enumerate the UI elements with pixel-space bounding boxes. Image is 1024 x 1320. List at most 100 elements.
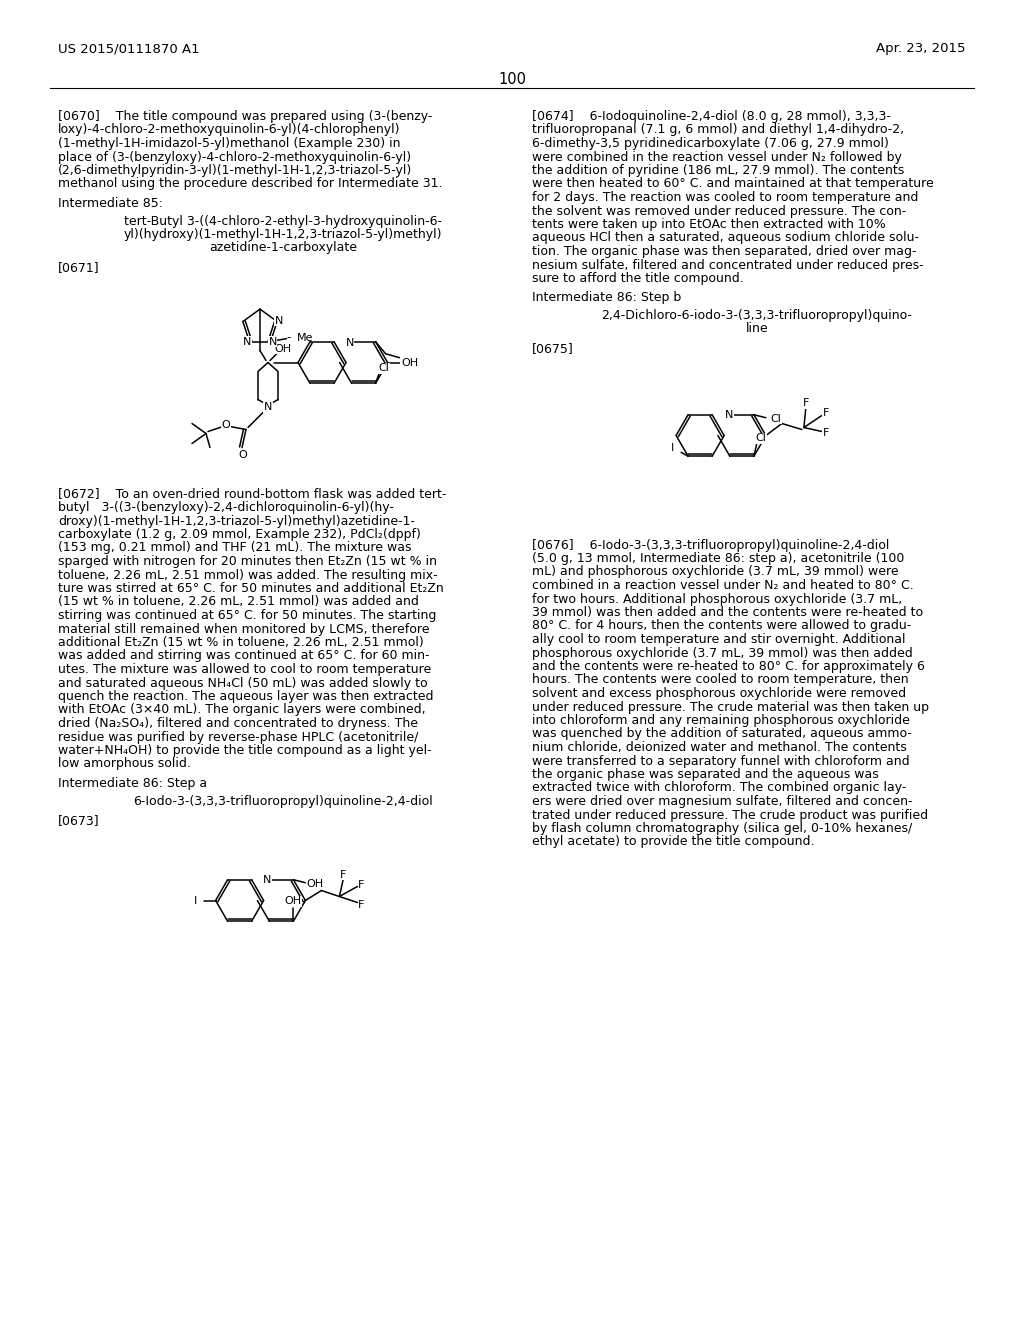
Text: F: F <box>803 399 809 408</box>
Text: yl)(hydroxy)(1-methyl-1H-1,2,3-triazol-5-yl)methyl): yl)(hydroxy)(1-methyl-1H-1,2,3-triazol-5… <box>124 228 442 242</box>
Text: low amorphous solid.: low amorphous solid. <box>58 758 190 771</box>
Text: [0675]: [0675] <box>532 342 573 355</box>
Text: Cl: Cl <box>770 413 781 424</box>
Text: O: O <box>221 421 230 430</box>
Text: the organic phase was separated and the aqueous was: the organic phase was separated and the … <box>532 768 879 781</box>
Text: butyl   3-((3-(benzyloxy)-2,4-dichloroquinolin-6-yl)(hy-: butyl 3-((3-(benzyloxy)-2,4-dichloroquin… <box>58 502 394 513</box>
Text: tents were taken up into EtOAc then extracted with 10%: tents were taken up into EtOAc then extr… <box>532 218 886 231</box>
Text: tion. The organic phase was then separated, dried over mag-: tion. The organic phase was then separat… <box>532 246 916 257</box>
Text: Intermediate 86: Step a: Intermediate 86: Step a <box>58 777 207 789</box>
Text: nesium sulfate, filtered and concentrated under reduced pres-: nesium sulfate, filtered and concentrate… <box>532 259 924 272</box>
Text: water+NH₄OH) to provide the title compound as a light yel-: water+NH₄OH) to provide the title compou… <box>58 744 432 756</box>
Text: I: I <box>671 444 674 453</box>
Text: F: F <box>358 879 365 890</box>
Text: droxy)(1-methyl-1H-1,2,3-triazol-5-yl)methyl)azetidine-1-: droxy)(1-methyl-1H-1,2,3-triazol-5-yl)me… <box>58 515 415 528</box>
Text: trifluoropropanal (7.1 g, 6 mmol) and diethyl 1,4-dihydro-2,: trifluoropropanal (7.1 g, 6 mmol) and di… <box>532 124 904 136</box>
Text: ally cool to room temperature and stir overnight. Additional: ally cool to room temperature and stir o… <box>532 634 905 645</box>
Text: extracted twice with chloroform. The combined organic lay-: extracted twice with chloroform. The com… <box>532 781 906 795</box>
Text: N: N <box>264 403 272 412</box>
Text: toluene, 2.26 mL, 2.51 mmol) was added. The resulting mix-: toluene, 2.26 mL, 2.51 mmol) was added. … <box>58 569 437 582</box>
Text: with EtOAc (3×40 mL). The organic layers were combined,: with EtOAc (3×40 mL). The organic layers… <box>58 704 426 717</box>
Text: -: - <box>287 331 291 345</box>
Text: ers were dried over magnesium sulfate, filtered and concen-: ers were dried over magnesium sulfate, f… <box>532 795 912 808</box>
Text: was quenched by the addition of saturated, aqueous ammo-: was quenched by the addition of saturate… <box>532 727 912 741</box>
Text: F: F <box>340 870 346 879</box>
Text: ture was stirred at 65° C. for 50 minutes and additional Et₂Zn: ture was stirred at 65° C. for 50 minute… <box>58 582 443 595</box>
Text: 80° C. for 4 hours, then the contents were allowed to gradu-: 80° C. for 4 hours, then the contents we… <box>532 619 911 632</box>
Text: [0674]    6-Iodoquinoline-2,4-diol (8.0 g, 28 mmol), 3,3,3-: [0674] 6-Iodoquinoline-2,4-diol (8.0 g, … <box>532 110 891 123</box>
Text: US 2015/0111870 A1: US 2015/0111870 A1 <box>58 42 200 55</box>
Text: (1-methyl-1H-imidazol-5-yl)methanol (Example 230) in: (1-methyl-1H-imidazol-5-yl)methanol (Exa… <box>58 137 400 150</box>
Text: N: N <box>274 315 284 326</box>
Text: F: F <box>822 429 829 438</box>
Text: N: N <box>345 338 353 347</box>
Text: N: N <box>725 409 733 420</box>
Text: ethyl acetate) to provide the title compound.: ethyl acetate) to provide the title comp… <box>532 836 814 849</box>
Text: OH: OH <box>285 896 302 907</box>
Text: O: O <box>239 450 248 461</box>
Text: 6-dimethy-3,5 pyridinedicarboxylate (7.06 g, 27.9 mmol): 6-dimethy-3,5 pyridinedicarboxylate (7.0… <box>532 137 889 150</box>
Text: under reduced pressure. The crude material was then taken up: under reduced pressure. The crude materi… <box>532 701 929 714</box>
Text: the solvent was removed under reduced pressure. The con-: the solvent was removed under reduced pr… <box>532 205 906 218</box>
Text: (5.0 g, 13 mmol, Intermediate 86: step a), acetonitrile (100: (5.0 g, 13 mmol, Intermediate 86: step a… <box>532 552 904 565</box>
Text: azetidine-1-carboxylate: azetidine-1-carboxylate <box>209 242 357 255</box>
Text: and saturated aqueous NH₄Cl (50 mL) was added slowly to: and saturated aqueous NH₄Cl (50 mL) was … <box>58 676 428 689</box>
Text: 100: 100 <box>498 73 526 87</box>
Text: into chloroform and any remaining phosphorous oxychloride: into chloroform and any remaining phosph… <box>532 714 910 727</box>
Text: [0671]: [0671] <box>58 261 99 275</box>
Text: nium chloride, deionized water and methanol. The contents: nium chloride, deionized water and metha… <box>532 741 906 754</box>
Text: quench the reaction. The aqueous layer was then extracted: quench the reaction. The aqueous layer w… <box>58 690 433 704</box>
Text: residue was purified by reverse-phase HPLC (acetonitrile/: residue was purified by reverse-phase HP… <box>58 730 419 743</box>
Text: combined in a reaction vessel under N₂ and heated to 80° C.: combined in a reaction vessel under N₂ a… <box>532 579 913 591</box>
Text: was added and stirring was continued at 65° C. for 60 min-: was added and stirring was continued at … <box>58 649 429 663</box>
Text: were combined in the reaction vessel under N₂ followed by: were combined in the reaction vessel und… <box>532 150 902 164</box>
Text: were transferred to a separatory funnel with chloroform and: were transferred to a separatory funnel … <box>532 755 909 767</box>
Text: the addition of pyridine (186 mL, 27.9 mmol). The contents: the addition of pyridine (186 mL, 27.9 m… <box>532 164 904 177</box>
Text: trated under reduced pressure. The crude product was purified: trated under reduced pressure. The crude… <box>532 808 928 821</box>
Text: Intermediate 86: Step b: Intermediate 86: Step b <box>532 292 681 305</box>
Text: for two hours. Additional phosphorous oxychloride (3.7 mL,: for two hours. Additional phosphorous ox… <box>532 593 902 606</box>
Text: mL) and phosphorous oxychloride (3.7 mL, 39 mmol) were: mL) and phosphorous oxychloride (3.7 mL,… <box>532 565 899 578</box>
Text: Intermediate 85:: Intermediate 85: <box>58 197 163 210</box>
Text: stirring was continued at 65° C. for 50 minutes. The starting: stirring was continued at 65° C. for 50 … <box>58 609 436 622</box>
Text: OH: OH <box>401 358 418 367</box>
Text: Cl: Cl <box>756 433 766 444</box>
Text: (15 wt % in toluene, 2.26 mL, 2.51 mmol) was added and: (15 wt % in toluene, 2.26 mL, 2.51 mmol)… <box>58 595 419 609</box>
Text: (2,6-dimethylpyridin-3-yl)(1-methyl-1H-1,2,3-triazol-5-yl): (2,6-dimethylpyridin-3-yl)(1-methyl-1H-1… <box>58 164 413 177</box>
Text: (153 mg, 0.21 mmol) and THF (21 mL). The mixture was: (153 mg, 0.21 mmol) and THF (21 mL). The… <box>58 541 412 554</box>
Text: material still remained when monitored by LCMS, therefore: material still remained when monitored b… <box>58 623 429 635</box>
Text: Apr. 23, 2015: Apr. 23, 2015 <box>877 42 966 55</box>
Text: Me: Me <box>297 333 313 343</box>
Text: for 2 days. The reaction was cooled to room temperature and: for 2 days. The reaction was cooled to r… <box>532 191 919 205</box>
Text: 6-Iodo-3-(3,3,3-trifluoropropyl)quinoline-2,4-diol: 6-Iodo-3-(3,3,3-trifluoropropyl)quinolin… <box>133 795 433 808</box>
Text: were then heated to 60° C. and maintained at that temperature: were then heated to 60° C. and maintaine… <box>532 177 934 190</box>
Text: methanol using the procedure described for Intermediate 31.: methanol using the procedure described f… <box>58 177 442 190</box>
Text: utes. The mixture was allowed to cool to room temperature: utes. The mixture was allowed to cool to… <box>58 663 431 676</box>
Text: dried (Na₂SO₄), filtered and concentrated to dryness. The: dried (Na₂SO₄), filtered and concentrate… <box>58 717 418 730</box>
Text: [0673]: [0673] <box>58 814 99 828</box>
Text: sure to afford the title compound.: sure to afford the title compound. <box>532 272 743 285</box>
Text: by flash column chromatography (silica gel, 0-10% hexanes/: by flash column chromatography (silica g… <box>532 822 912 836</box>
Text: sparged with nitrogen for 20 minutes then Et₂Zn (15 wt % in: sparged with nitrogen for 20 minutes the… <box>58 554 437 568</box>
Text: N: N <box>268 337 276 347</box>
Text: Cl: Cl <box>378 363 389 374</box>
Text: tert-Butyl 3-((4-chloro-2-ethyl-3-hydroxyquinolin-6-: tert-Butyl 3-((4-chloro-2-ethyl-3-hydrox… <box>124 214 442 227</box>
Text: aqueous HCl then a saturated, aqueous sodium chloride solu-: aqueous HCl then a saturated, aqueous so… <box>532 231 919 244</box>
Text: 2,4-Dichloro-6-iodo-3-(3,3,3-trifluoropropyl)quino-: 2,4-Dichloro-6-iodo-3-(3,3,3-trifluoropr… <box>601 309 912 322</box>
Text: line: line <box>745 322 768 335</box>
Text: solvent and excess phosphorous oxychloride were removed: solvent and excess phosphorous oxychlori… <box>532 686 906 700</box>
Text: N: N <box>244 337 252 347</box>
Text: place of (3-(benzyloxy)-4-chloro-2-methoxyquinolin-6-yl): place of (3-(benzyloxy)-4-chloro-2-metho… <box>58 150 411 164</box>
Text: loxy)-4-chloro-2-methoxyquinolin-6-yl)(4-chlorophenyl): loxy)-4-chloro-2-methoxyquinolin-6-yl)(4… <box>58 124 400 136</box>
Text: additional Et₂Zn (15 wt % in toluene, 2.26 mL, 2.51 mmol): additional Et₂Zn (15 wt % in toluene, 2.… <box>58 636 424 649</box>
Text: carboxylate (1.2 g, 2.09 mmol, Example 232), PdCl₂(dppf): carboxylate (1.2 g, 2.09 mmol, Example 2… <box>58 528 421 541</box>
Text: F: F <box>358 899 365 909</box>
Text: F: F <box>822 408 829 418</box>
Text: [0670]    The title compound was prepared using (3-(benzy-: [0670] The title compound was prepared u… <box>58 110 432 123</box>
Text: phosphorous oxychloride (3.7 mL, 39 mmol) was then added: phosphorous oxychloride (3.7 mL, 39 mmol… <box>532 647 912 660</box>
Text: OH: OH <box>274 343 292 354</box>
Text: and the contents were re-heated to 80° C. for approximately 6: and the contents were re-heated to 80° C… <box>532 660 925 673</box>
Text: I: I <box>194 895 198 906</box>
Text: [0676]    6-Iodo-3-(3,3,3-trifluoropropyl)quinoline-2,4-diol: [0676] 6-Iodo-3-(3,3,3-trifluoropropyl)q… <box>532 539 890 552</box>
Text: N: N <box>263 875 271 884</box>
